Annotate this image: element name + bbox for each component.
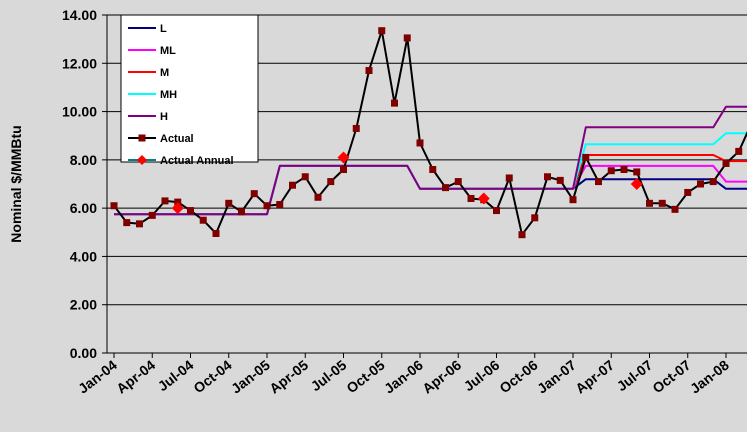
legend-marker-actual-annual xyxy=(137,155,147,165)
data-point-actual xyxy=(123,219,131,227)
y-axis-title: Nominal $/MMBtu xyxy=(8,125,24,242)
data-point-actual xyxy=(735,147,743,155)
data-point-actual xyxy=(709,178,717,186)
data-point-actual xyxy=(378,27,386,35)
data-point-actual xyxy=(595,178,602,186)
data-point-actual xyxy=(314,193,322,201)
y-tick-label: 2.00 xyxy=(70,297,97,313)
data-point-actual xyxy=(671,205,679,213)
series-markers xyxy=(110,27,743,239)
data-point-actual xyxy=(429,166,437,174)
data-point-actual xyxy=(225,199,233,207)
series-lines xyxy=(113,29,747,236)
data-point-actual xyxy=(250,190,258,198)
data-point-actual xyxy=(161,197,169,205)
data-point-actual xyxy=(301,173,309,181)
data-point-actual xyxy=(518,231,526,239)
y-tick-labels: 0.00 2.00 4.00 6.00 8.00 10.00 12.00 14.00 xyxy=(62,7,97,361)
data-point-actual xyxy=(199,216,207,224)
y-tick-label: 4.00 xyxy=(70,248,97,264)
data-point-actual xyxy=(289,181,296,189)
series-line-h xyxy=(114,105,747,216)
data-point-actual xyxy=(544,173,551,181)
data-point-actual xyxy=(607,167,615,175)
legend-label-l: L xyxy=(160,23,167,35)
legend: L ML M MH H Actual Actual Annual xyxy=(120,14,259,167)
data-point-actual-annual xyxy=(337,151,350,164)
legend-label-h: H xyxy=(160,111,168,123)
data-point-actual-annual xyxy=(171,202,184,215)
data-point-actual xyxy=(148,211,156,219)
data-point-actual xyxy=(187,207,194,215)
y-tick-label: 14.00 xyxy=(62,7,97,23)
data-point-actual xyxy=(633,168,641,176)
axes xyxy=(106,15,747,354)
legend-marker-actual xyxy=(138,134,146,142)
legend-label-actual-annual: Actual Annual xyxy=(160,155,234,167)
data-point-actual xyxy=(493,207,500,215)
data-point-actual xyxy=(505,174,513,182)
data-point-actual xyxy=(238,208,245,216)
data-point-actual xyxy=(263,202,271,210)
data-point-actual xyxy=(276,201,284,209)
data-point-actual xyxy=(722,159,730,167)
data-point-actual xyxy=(352,124,360,132)
data-point-actual xyxy=(531,214,539,222)
legend-label-actual: Actual xyxy=(160,133,194,145)
data-point-actual-annual xyxy=(630,178,643,190)
data-point-actual xyxy=(403,34,411,42)
data-point-actual xyxy=(110,202,118,210)
data-point-actual xyxy=(442,184,449,192)
y-tick-label: 6.00 xyxy=(70,200,97,216)
data-point-actual xyxy=(646,199,653,207)
y-tick-label: 12.00 xyxy=(62,55,97,71)
data-point-actual-annual xyxy=(477,192,490,205)
data-point-actual xyxy=(454,178,462,186)
data-point-actual xyxy=(365,67,373,75)
y-tick-label: 0.00 xyxy=(70,345,97,361)
data-point-actual xyxy=(391,99,398,107)
data-point-actual xyxy=(697,180,704,188)
data-point-actual xyxy=(467,194,475,202)
legend-label-mh: MH xyxy=(160,89,177,101)
data-point-actual xyxy=(569,196,577,204)
data-point-actual xyxy=(174,198,182,206)
data-point-actual xyxy=(212,229,220,237)
legend-label-m: M xyxy=(160,67,169,79)
data-point-actual xyxy=(556,176,564,184)
data-point-actual xyxy=(416,139,424,147)
legend-label-ml: ML xyxy=(160,45,176,57)
data-point-actual xyxy=(684,188,692,196)
data-point-actual xyxy=(136,220,143,228)
data-point-actual xyxy=(658,199,666,207)
data-point-actual xyxy=(582,153,590,161)
data-point-actual xyxy=(340,166,347,174)
y-tick-label: 8.00 xyxy=(70,152,97,168)
y-tick-label: 10.00 xyxy=(62,104,97,120)
data-point-actual xyxy=(620,166,628,174)
data-point-actual xyxy=(327,178,335,186)
